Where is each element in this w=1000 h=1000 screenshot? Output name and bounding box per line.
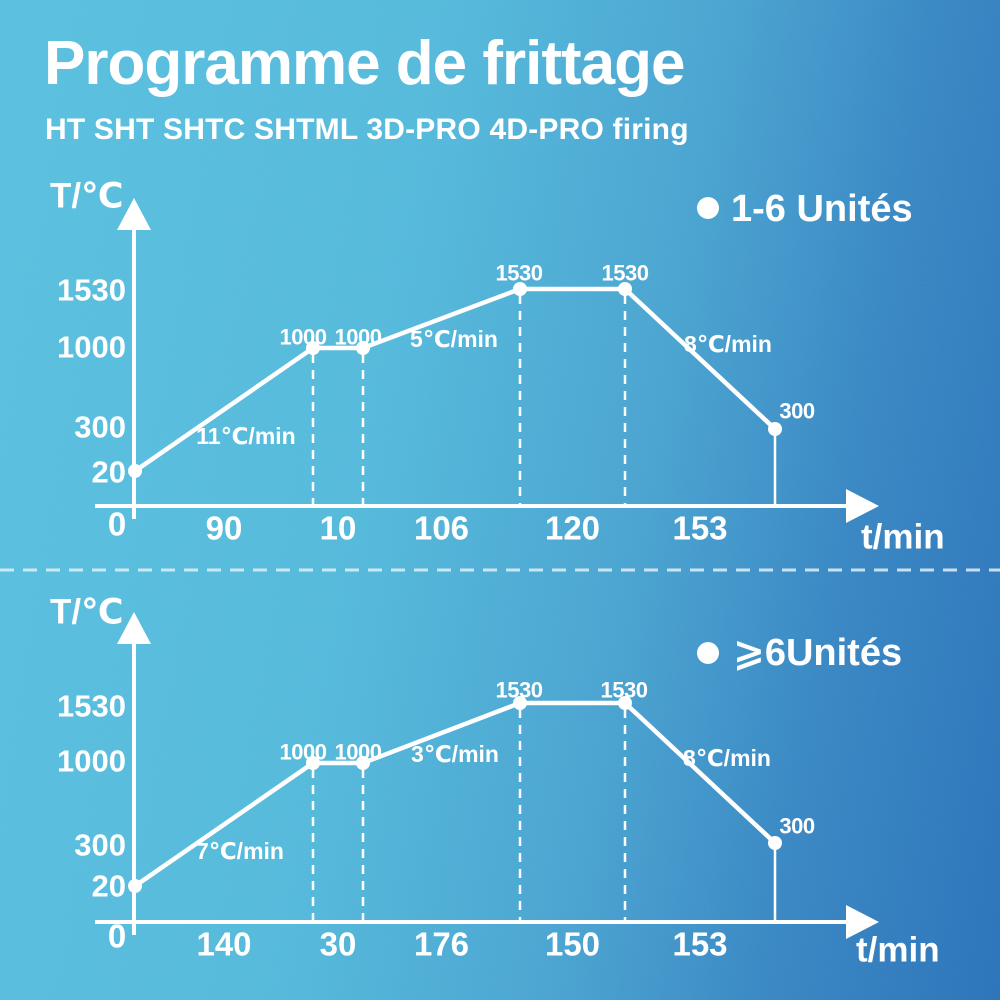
chart-2-y-tick: 1000 — [57, 744, 126, 779]
chart-1-origin-label: 0 — [108, 506, 126, 543]
chart-2-point-label: 1530 — [601, 678, 648, 703]
chart-2-x-segment-label: 150 — [545, 926, 600, 963]
page-subtitle: HT SHT SHTC SHTML 3D-PRO 4D-PRO firing — [45, 113, 689, 146]
chart-2-origin-label: 0 — [108, 918, 126, 955]
chart-1-point-label: 300 — [779, 399, 814, 424]
chart-1-point-label: 1000 — [335, 325, 382, 350]
chart-1-x-segment-label: 106 — [414, 510, 469, 547]
chart-1-rate-label: 8℃/min — [684, 331, 772, 357]
chart-1-data-point — [768, 422, 782, 436]
chart-2-y-tick: 20 — [92, 869, 126, 904]
chart-1-point-label: 1530 — [602, 261, 649, 286]
chart-2-y-tick: 300 — [74, 828, 126, 863]
chart-2-y-tick: 1530 — [57, 689, 126, 724]
chart-2-point-label: 1530 — [496, 678, 543, 703]
chart-1-y-axis-label: T/℃ — [50, 177, 124, 216]
chart-2-x-segment-label: 153 — [672, 926, 727, 963]
chart-1-x-axis-label: t/min — [861, 518, 945, 557]
chart-1-x-segment-label: 153 — [672, 510, 727, 547]
chart-2-point-label: 300 — [779, 814, 814, 839]
chart-1-y-tick: 1530 — [57, 273, 126, 308]
chart-1-point-label: 1000 — [280, 325, 327, 350]
chart-2-x-segment-label: 30 — [320, 926, 357, 963]
chart-1-y-tick: 20 — [92, 455, 126, 490]
chart-2-rate-label: 3℃/min — [411, 741, 499, 767]
chart-2-rate-label: 8℃/min — [683, 745, 771, 771]
chart-2-legend-label: ⩾6Unités — [733, 632, 902, 674]
chart-1-legend-bullet-icon — [697, 197, 719, 219]
chart-1-y-tick: 300 — [74, 410, 126, 445]
chart-2-x-segment-label: 176 — [414, 926, 469, 963]
chart-1-x-segment-label: 10 — [320, 510, 357, 547]
page-title: Programme de frittage — [44, 29, 686, 98]
chart-1-rate-label: 5℃/min — [410, 326, 498, 352]
chart-1-x-segment-label: 90 — [206, 510, 243, 547]
chart-2-rate-label: 7℃/min — [196, 838, 284, 864]
chart-1-x-segment-label: 120 — [545, 510, 600, 547]
chart-2-legend-bullet-icon — [697, 642, 719, 664]
chart-1-data-point — [128, 464, 142, 478]
chart-2-point-label: 1000 — [280, 740, 327, 765]
chart-1-rate-label: 11℃/min — [196, 423, 295, 449]
chart-2-y-axis-label: T/℃ — [50, 593, 124, 632]
chart-1-y-tick: 1000 — [57, 330, 126, 365]
chart-2-point-label: 1000 — [335, 740, 382, 765]
chart-2-x-axis-label: t/min — [856, 931, 940, 970]
chart-2-x-segment-label: 140 — [196, 926, 251, 963]
chart-2-data-point — [128, 879, 142, 893]
chart-1-point-label: 1530 — [496, 261, 543, 286]
chart-1-legend-label: 1-6 Unités — [731, 188, 913, 230]
